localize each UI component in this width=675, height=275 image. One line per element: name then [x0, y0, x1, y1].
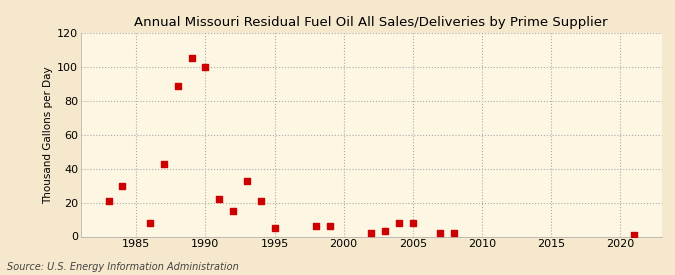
Point — [628, 233, 639, 237]
Point — [269, 226, 280, 230]
Point — [227, 209, 238, 213]
Point — [379, 229, 390, 233]
Point — [449, 231, 460, 235]
Point — [255, 199, 266, 203]
Point — [200, 65, 211, 69]
Point — [144, 221, 155, 225]
Point — [117, 183, 128, 188]
Title: Annual Missouri Residual Fuel Oil All Sales/Deliveries by Prime Supplier: Annual Missouri Residual Fuel Oil All Sa… — [134, 16, 608, 29]
Point — [186, 56, 197, 61]
Point — [435, 231, 446, 235]
Y-axis label: Thousand Gallons per Day: Thousand Gallons per Day — [43, 66, 53, 204]
Point — [159, 161, 169, 166]
Point — [325, 224, 335, 229]
Point — [172, 83, 183, 88]
Point — [366, 231, 377, 235]
Point — [242, 178, 252, 183]
Text: Source: U.S. Energy Information Administration: Source: U.S. Energy Information Administ… — [7, 262, 238, 272]
Point — [214, 197, 225, 201]
Point — [407, 221, 418, 225]
Point — [103, 199, 114, 203]
Point — [394, 221, 404, 225]
Point — [310, 224, 321, 229]
